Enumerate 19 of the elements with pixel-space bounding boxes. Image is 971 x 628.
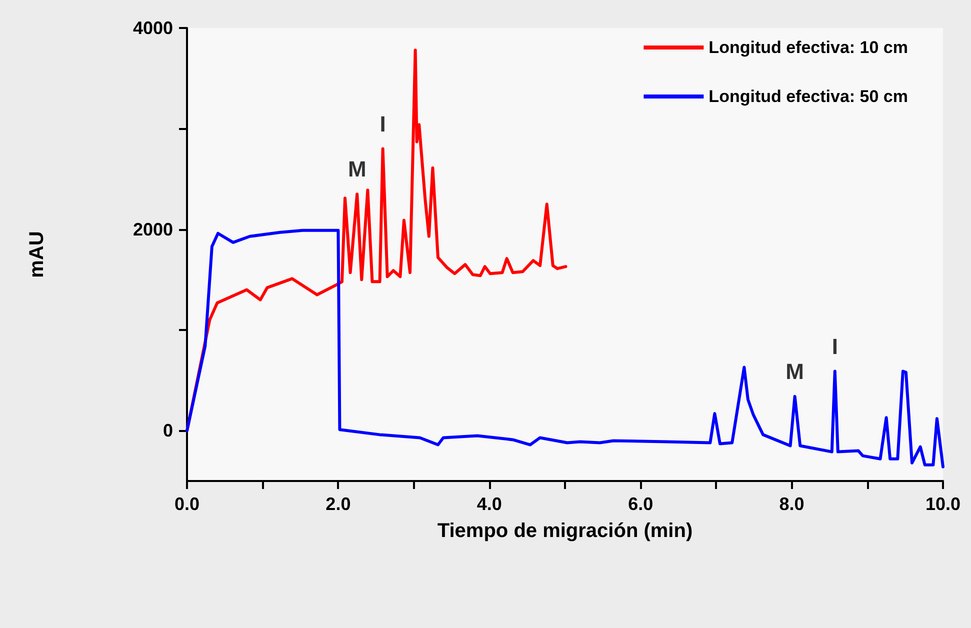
annotation: M xyxy=(348,156,366,182)
y-tick-label: 2000 xyxy=(132,219,173,240)
annotation: I xyxy=(832,334,838,359)
x-axis-title: Tiempo de migración (min) xyxy=(437,520,693,542)
legend-label: Longitud efectiva: 10 cm xyxy=(708,38,908,57)
x-tick-label: 8.0 xyxy=(779,494,804,514)
y-tick-label: 0 xyxy=(162,420,173,441)
x-tick-label: 4.0 xyxy=(476,494,502,514)
annotation: I xyxy=(380,111,386,136)
legend-label: Longitud efectiva: 50 cm xyxy=(708,87,908,106)
annotation: M xyxy=(786,358,804,384)
x-tick-label: 6.0 xyxy=(628,494,654,514)
x-tick-label: 0.0 xyxy=(174,494,200,514)
line-series xyxy=(186,228,944,468)
line-series xyxy=(186,48,568,432)
y-axis-title: mAU xyxy=(26,231,48,278)
y-tick-label: 4000 xyxy=(132,18,173,38)
x-tick-label: 10.0 xyxy=(925,494,961,514)
x-tick-label: 2.0 xyxy=(326,494,351,514)
